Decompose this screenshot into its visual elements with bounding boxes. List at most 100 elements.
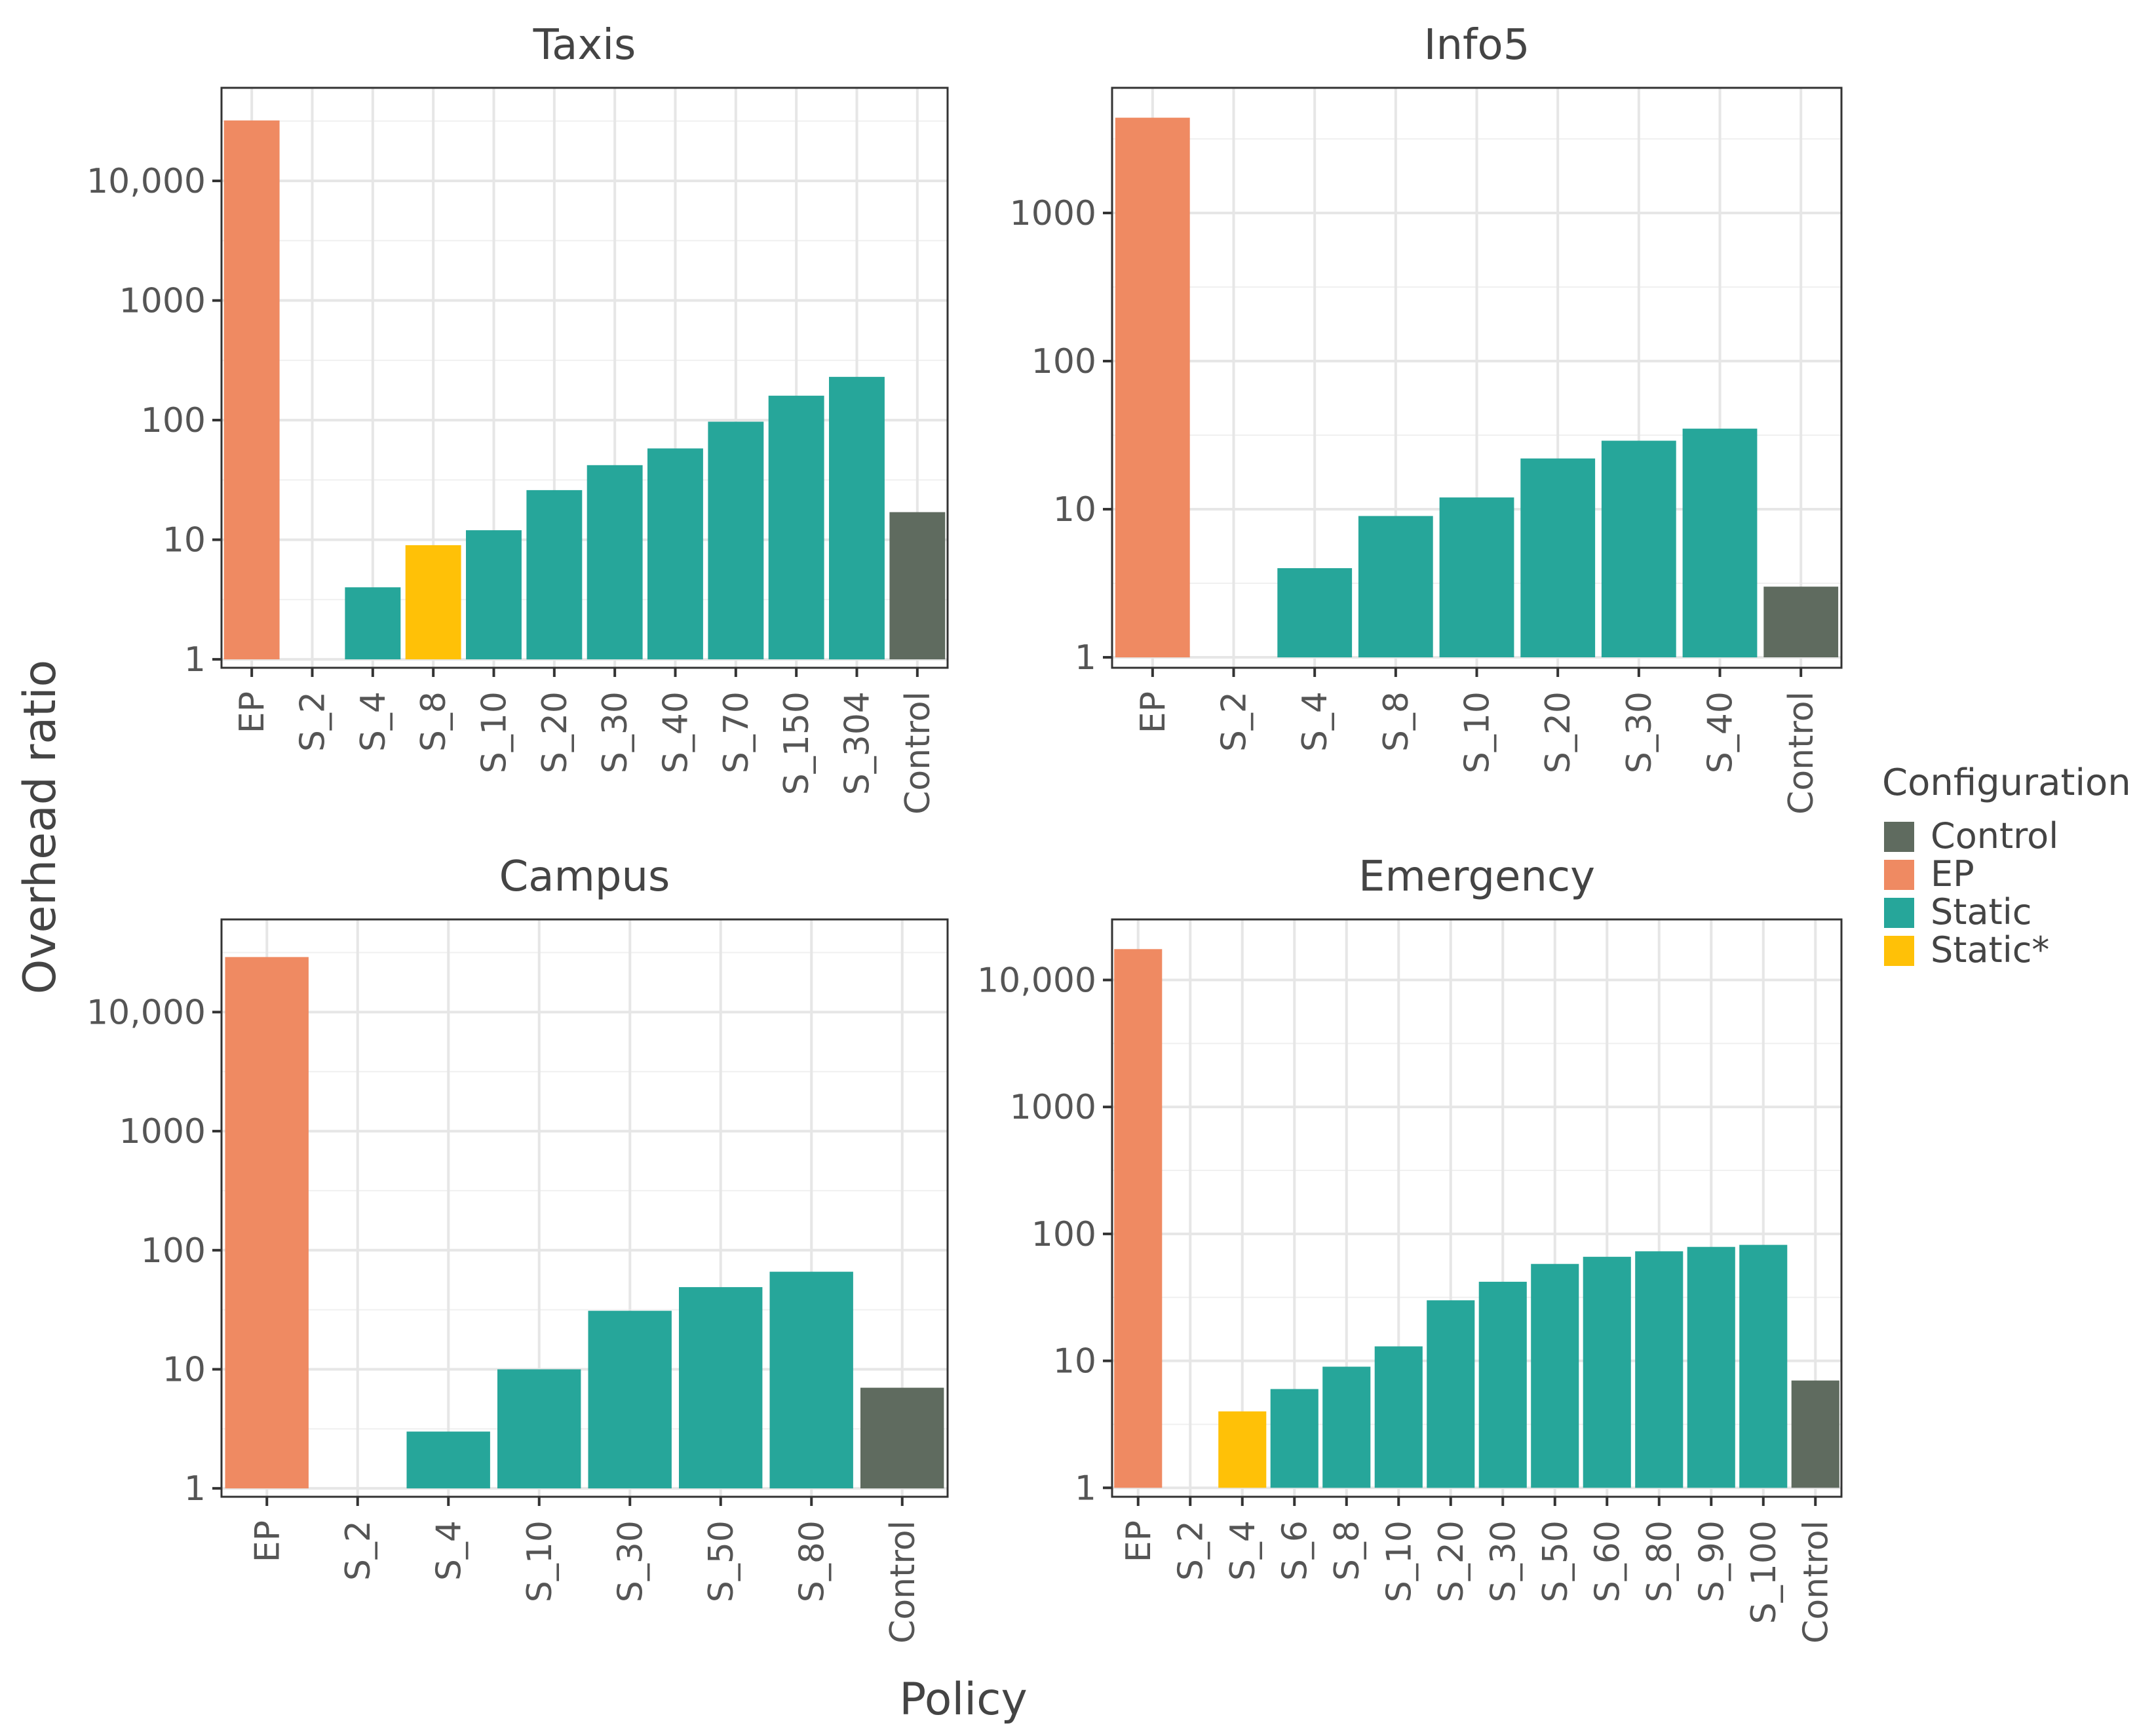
legend-label: Static* [1931,929,2049,971]
bar-control [1791,1380,1839,1488]
panel-title: Taxis [533,21,636,69]
bar-s-4 [345,587,401,660]
x-tick-label: S_20 [1432,1520,1471,1602]
x-tick-label: S_30 [1484,1520,1523,1602]
x-tick-label: S_50 [702,1520,741,1602]
x-tick-label: S_8 [414,691,453,752]
y-tick-label: 10 [1053,1342,1096,1381]
bar-control [1763,587,1839,657]
y-tick-label: 10,000 [87,162,206,201]
bar-s-30 [1478,1281,1527,1488]
x-tick-label: EP [233,691,272,733]
x-tick-label: S_80 [1640,1520,1680,1602]
x-tick-label: S_30 [1620,691,1659,773]
bar-s-70 [708,421,764,660]
x-tick-label: S_2 [339,1520,378,1581]
x-tick-label: S_4 [1223,1520,1263,1581]
x-tick-label: S_8 [1328,1520,1367,1581]
bar-s-10 [1374,1346,1423,1488]
panel-info5: Info5 1 10 100 1000 EP S_2 S_4 S_8 S_10 S_20 S_30 S_… [1010,21,1843,815]
x-tick-label: S_2 [1171,1520,1210,1581]
x-tick-label: S_10 [520,1520,560,1602]
x-tick-label: S_4 [354,691,393,752]
bar-s-40 [647,448,703,660]
bar-s-150 [768,395,824,660]
bar-s-10 [497,1369,581,1489]
x-tick-label: S_20 [1539,691,1578,773]
bar-s-80 [1635,1251,1684,1488]
legend-label: Static [1931,891,2031,933]
x-tick-label: EP [1134,691,1173,733]
bar-control [860,1387,944,1489]
bar-s-10 [1439,497,1514,657]
x-tick-label: Control [883,1520,923,1644]
y-axis-title: Overhead ratio [14,660,66,995]
x-tick-label: S_90 [1692,1520,1731,1602]
x-tick-label: S_30 [611,1520,650,1602]
bar-ep [1115,117,1190,658]
bar-s-100 [1739,1244,1788,1488]
y-tick-label: 1 [1075,1469,1096,1508]
panel-title: Campus [499,853,670,901]
panel-background [221,88,948,668]
y-tick-label: 1000 [119,1112,206,1151]
y-tick-label: 100 [1031,342,1096,381]
x-tick-label: S_2 [294,691,333,752]
bar-s-4 [1277,568,1353,658]
y-tick-label: 10,000 [87,993,206,1032]
y-tick-label: 1 [184,640,206,680]
x-tick-label: Control [898,691,938,815]
x-tick-label: S_60 [1588,1520,1627,1602]
bar-s-8 [405,545,461,660]
legend-title: Configuration [1882,761,2131,804]
bar-s-6 [1270,1389,1319,1488]
y-tick-label: 100 [141,1231,206,1271]
bar-s-20 [526,490,583,660]
x-tick-label: S_6 [1275,1520,1315,1581]
y-tick-label: 10 [163,521,206,560]
x-tick-label: S_20 [535,691,575,773]
legend-key-static-star [1884,936,1914,966]
x-tick-label: S_50 [1536,1520,1575,1602]
x-tick-label: S_40 [1701,691,1741,773]
bar-ep [223,120,280,660]
y-tick-label: 10,000 [977,961,1096,1000]
bar-control [889,512,946,660]
bar-s-20 [1520,458,1596,657]
bar-s-50 [1531,1263,1579,1488]
bar-s-90 [1687,1246,1735,1488]
x-tick-label: S_150 [777,691,817,795]
panel-border [220,918,949,1498]
x-tick-label: S_10 [1458,691,1497,773]
bar-s-4 [1218,1411,1267,1488]
y-tick-label: 1 [1075,638,1096,678]
x-axis-title: Policy [899,1674,1028,1725]
x-tick-label: S_40 [657,691,696,773]
y-tick-label: 1 [184,1469,206,1509]
x-tick-label: S_10 [475,691,514,773]
y-tick-label: 100 [1031,1215,1096,1254]
bar-s-30 [1601,440,1676,657]
bar-ep [225,957,309,1489]
x-tick-label: S_80 [792,1520,832,1602]
x-tick-label: EP [1119,1520,1159,1562]
bar-s-60 [1583,1256,1631,1488]
bar-s-20 [1427,1300,1475,1488]
panel-border [220,87,949,669]
panel-emergency: Emergency 1 10 100 1000 10,000 EP S_2 S_4 S_6 S_8 S… [977,853,1843,1644]
legend-key-static [1884,898,1914,928]
panel-title: Info5 [1424,21,1530,69]
y-tick-label: 10 [163,1350,206,1389]
x-tick-label: S_8 [1377,691,1416,752]
x-tick-label: Control [1782,691,1821,815]
x-tick-label: S_304 [838,691,877,795]
x-tick-label: S_10 [1379,1520,1419,1602]
y-tick-label: 1000 [119,282,206,321]
panel-taxis: Taxis 1 10 100 1000 10,000 EP S_2 S_4 S_8 S_10 S_20… [87,21,949,815]
x-tick-label: S_30 [596,691,635,773]
facet-panels: Taxis 1 10 100 1000 10,000 EP S_2 S_4 S_8 S_10 S_20… [87,21,1843,1644]
y-tick-label: 1000 [1010,1088,1096,1127]
